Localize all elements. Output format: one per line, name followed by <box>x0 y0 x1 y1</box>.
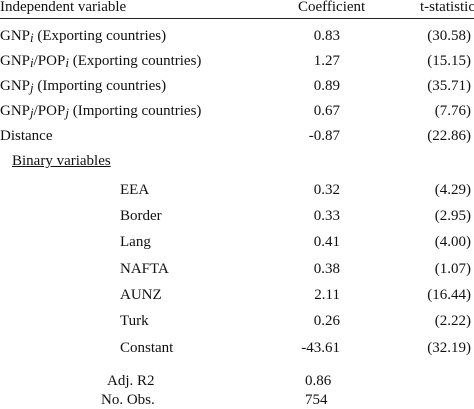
header-cell: t-statistic <box>420 0 474 15</box>
t-statistic: (1.07) <box>434 261 471 277</box>
section-label: Binary variables <box>12 153 111 169</box>
label-part: GNP <box>0 28 31 44</box>
row-label: AUNZ <box>120 287 162 303</box>
row-label: Turk <box>120 313 149 329</box>
coefficient: 0.89 <box>313 78 340 94</box>
t-statistic: (4.00) <box>434 234 471 250</box>
subscript-index: i <box>65 55 69 70</box>
coefficient: 0.33 <box>313 208 340 224</box>
row-label: Distance <box>0 127 52 145</box>
t-statistic: (2.22) <box>434 313 471 329</box>
label-part: GNP <box>0 53 31 69</box>
row-label: GNPi/POPi (Exporting countries) <box>0 52 201 72</box>
t-statistic: (30.58) <box>427 28 471 44</box>
header-cell: Coefficient <box>298 0 366 15</box>
label-part: GNP <box>0 103 31 119</box>
row-label: Lang <box>120 234 151 250</box>
label-part: (Exporting countries) <box>68 53 202 69</box>
coefficient: 2.11 <box>314 287 340 303</box>
coefficient: 0.26 <box>313 313 340 329</box>
label-part: (Exporting countries) <box>33 28 167 44</box>
t-statistic: (16.44) <box>427 287 471 303</box>
subscript-index: i <box>30 55 34 70</box>
coefficient: 0.67 <box>313 103 340 119</box>
coefficient: 0.41 <box>313 234 340 250</box>
coefficient: -0.87 <box>308 128 340 144</box>
stat-value: 754 <box>305 392 328 408</box>
coefficient: 1.27 <box>313 53 340 69</box>
header-rule <box>0 18 474 19</box>
t-statistic: (2.95) <box>434 208 471 224</box>
t-statistic: (32.19) <box>427 340 471 356</box>
row-label: Constant <box>120 340 174 356</box>
row-label: GNPj/POPj (Importing countries) <box>0 102 201 122</box>
coefficient: 0.32 <box>313 182 340 198</box>
t-statistic: (4.29) <box>434 182 471 198</box>
row-label: GNPj (Importing countries) <box>0 77 166 97</box>
label-part: (Importing countries) <box>33 78 167 94</box>
subscript-index: i <box>30 30 34 45</box>
row-label: EEA <box>120 182 150 198</box>
stat-value: 0.86 <box>305 373 332 389</box>
subscript-index: j <box>65 105 69 120</box>
label-part: (Importing countries) <box>68 103 202 119</box>
coefficient: 0.38 <box>313 261 340 277</box>
row-label: Border <box>120 208 162 224</box>
stat-label: No. Obs. <box>101 392 155 408</box>
t-statistic: (22.86) <box>427 128 471 144</box>
subscript-index: j <box>30 80 34 95</box>
coefficient: -43.61 <box>301 340 340 356</box>
t-statistic: (15.15) <box>427 53 471 69</box>
row-label: NAFTA <box>120 261 169 277</box>
label-part: /POP <box>33 53 66 69</box>
label-part: GNP <box>0 78 31 94</box>
header-cell: Independent variable <box>0 0 127 15</box>
label-part: /POP <box>33 103 66 119</box>
t-statistic: (7.76) <box>434 103 471 119</box>
label-part: Distance <box>0 128 53 144</box>
row-label: GNPi (Exporting countries) <box>0 27 166 47</box>
t-statistic: (35.71) <box>427 78 471 94</box>
stat-label: Adj. R2 <box>107 373 155 389</box>
coefficient: 0.83 <box>313 28 340 44</box>
subscript-index: j <box>30 105 34 120</box>
